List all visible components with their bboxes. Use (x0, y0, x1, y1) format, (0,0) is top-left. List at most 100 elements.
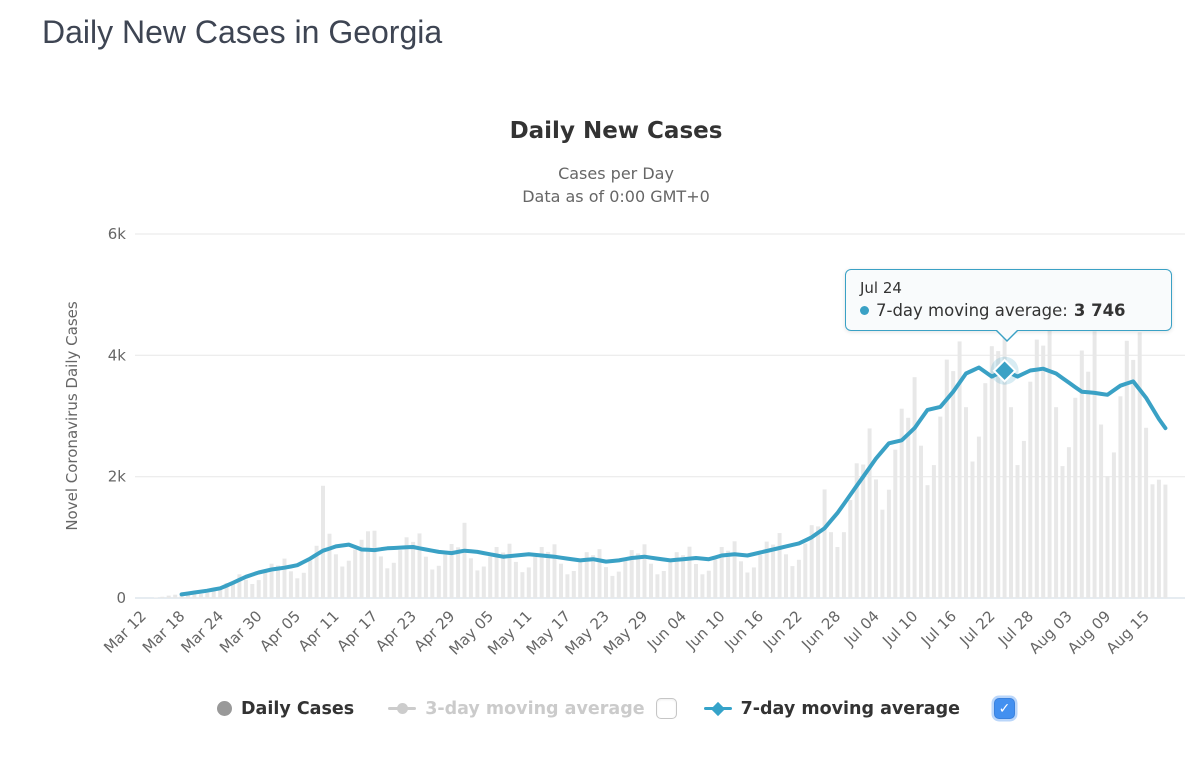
daily-cases-bar (1041, 345, 1046, 598)
daily-cases-bar (713, 559, 718, 598)
daily-cases-bar (192, 593, 197, 598)
tooltip-date: Jul 24 (860, 279, 902, 297)
y-tick-label: 0 (116, 589, 126, 607)
daily-cases-bar (861, 464, 866, 598)
daily-cases-bar (1047, 330, 1052, 598)
7day-average-marker-icon (703, 701, 732, 716)
chart-title: Daily New Cases (509, 118, 723, 144)
daily-cases-bar (732, 541, 737, 598)
daily-cases-bar (1144, 427, 1149, 598)
legend-item-3day-average[interactable]: 3-day moving average (388, 699, 645, 719)
daily-cases-bar (269, 563, 274, 598)
daily-cases-bar (559, 563, 563, 598)
daily-cases-bar (520, 572, 525, 598)
legend-item-7day-average[interactable]: 7-day moving average (703, 698, 960, 719)
daily-cases-bar (552, 544, 557, 598)
daily-cases-bar (539, 547, 544, 598)
x-tick-label: Mar 30 (216, 607, 266, 657)
daily-cases-bar (526, 567, 531, 598)
daily-cases-bar (404, 537, 409, 598)
daily-cases-bar (616, 571, 621, 598)
daily-cases-bar (771, 544, 776, 598)
3day-average-marker-icon (388, 701, 417, 716)
daily-cases-bar (449, 544, 454, 598)
daily-cases-bar (1066, 447, 1071, 598)
daily-cases-bar (764, 541, 769, 598)
page-title: Daily New Cases in Georgia (42, 14, 443, 50)
daily-cases-bar (758, 554, 763, 598)
y-tick-label: 6k (108, 225, 127, 243)
daily-cases-bar (796, 559, 801, 598)
daily-cases-bar (610, 575, 615, 598)
daily-cases-bar (391, 562, 396, 598)
daily-cases-bar (822, 489, 827, 598)
daily-cases-bar (996, 351, 1001, 598)
daily-cases-bar (591, 555, 596, 598)
daily-cases-bar (398, 550, 403, 598)
7day-average-checkbox[interactable]: ✓ (994, 698, 1015, 719)
daily-cases-bar (809, 525, 814, 598)
daily-cases-bar (468, 558, 473, 598)
chart-subtitle-line1: Cases per Day (558, 164, 674, 183)
legend-label-7day-average: 7-day moving average (740, 698, 960, 719)
daily-cases-bar (925, 485, 930, 598)
daily-cases-bar (726, 550, 731, 598)
daily-cases-bar (198, 594, 203, 598)
daily-cases-bar (1086, 371, 1091, 598)
y-axis-title: Novel Coronavirus Daily Cases (63, 301, 81, 531)
daily-cases-bar (1137, 332, 1142, 598)
daily-cases-bar (481, 566, 486, 598)
daily-cases-bar (957, 341, 962, 598)
daily-cases-bar (321, 485, 325, 598)
daily-cases-bar (443, 554, 448, 598)
daily-cases-bar (694, 564, 698, 598)
y-tick-label: 4k (108, 346, 127, 364)
x-tick-label: Jun 16 (720, 607, 767, 654)
daily-cases-bar (899, 408, 904, 598)
chart-subtitle-line2: Data as of 0:00 GMT+0 (522, 187, 710, 206)
x-tick-label: Mar 24 (177, 607, 227, 657)
daily-cases-bar (912, 377, 917, 598)
daily-cases-bar (333, 554, 338, 598)
daily-cases-bar (886, 489, 891, 598)
chart-plot[interactable]: 0 2k 4k 6k Novel Coronavirus Daily Cases Mar … (0, 0, 1200, 692)
daily-cases-bar (964, 407, 968, 598)
daily-cases-bar (1060, 466, 1065, 598)
daily-cases-bar (501, 552, 506, 598)
legend-item-daily-cases[interactable]: Daily Cases (217, 699, 354, 719)
daily-cases-bar (314, 545, 319, 598)
daily-cases-bar (655, 574, 660, 598)
daily-cases-bar (1105, 476, 1110, 598)
daily-cases-bar (224, 583, 229, 598)
chart-tooltip: Jul 24 7-day moving average: 3 746 (845, 269, 1172, 342)
daily-cases-bar (668, 562, 673, 598)
x-tick-label: Jul 16 (917, 607, 960, 650)
3day-average-checkbox[interactable] (655, 698, 677, 719)
x-tick-label: Jun 10 (682, 607, 729, 654)
tooltip-series-label: 7-day moving average: (876, 301, 1068, 320)
daily-cases-bar (719, 547, 724, 598)
daily-cases-bar (790, 566, 795, 598)
daily-cases-bar (513, 561, 518, 598)
daily-cases-bar (166, 595, 171, 598)
daily-cases-bar (848, 500, 853, 598)
daily-cases-bar (854, 463, 859, 598)
daily-cases-bar (938, 416, 943, 598)
daily-cases-bar (784, 554, 788, 598)
legend: Daily Cases 3-day moving average 7-day m… (42, 698, 1190, 719)
daily-cases-bar (160, 596, 165, 598)
daily-cases-bar (327, 533, 332, 598)
daily-cases-bar (288, 571, 293, 598)
daily-cases-bar (565, 574, 570, 598)
x-tick-label: Jul 10 (878, 607, 921, 650)
daily-cases-bar (1002, 332, 1007, 598)
daily-cases-bar (494, 547, 499, 598)
x-tick-label: Aug 15 (1103, 607, 1153, 657)
daily-cases-bar (372, 530, 377, 598)
daily-cases-bar (263, 572, 268, 598)
daily-cases-bar (1015, 465, 1020, 598)
daily-cases-bar (597, 549, 602, 598)
x-tick-label: Jul 22 (956, 607, 999, 650)
daily-cases-marker-icon (217, 701, 232, 716)
daily-cases-bar (430, 569, 435, 598)
